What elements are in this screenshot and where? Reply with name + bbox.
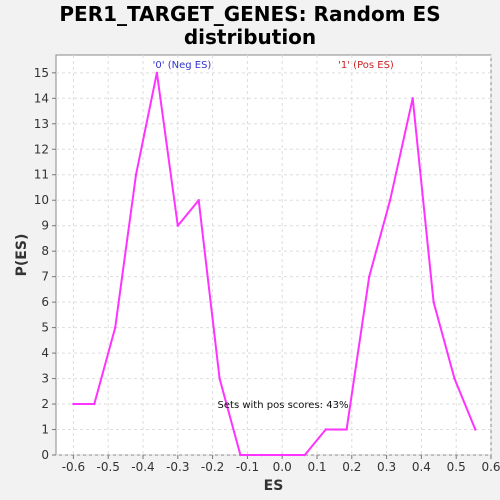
y-tick-label: 5 xyxy=(41,321,49,335)
y-tick-label: 0 xyxy=(41,448,49,462)
data-point xyxy=(345,428,348,431)
neg-es-label: '0' (Neg ES) xyxy=(153,60,212,71)
data-point xyxy=(260,453,263,457)
y-tick-label: 13 xyxy=(34,117,49,131)
data-point xyxy=(155,71,159,75)
data-point xyxy=(411,97,414,100)
x-tick-label: -0.2 xyxy=(201,460,224,474)
chart-title-line-1: PER1_TARGET_GENES: Random ES xyxy=(59,2,440,26)
x-tick-label: -0.1 xyxy=(236,460,259,474)
data-point xyxy=(134,173,138,176)
y-tick-label: 1 xyxy=(41,423,49,437)
y-tick-label: 12 xyxy=(34,142,49,156)
data-point xyxy=(176,224,179,227)
data-point xyxy=(114,326,117,329)
data-point xyxy=(239,453,242,457)
y-tick-label: 4 xyxy=(41,346,49,360)
data-point xyxy=(197,199,200,202)
data-point xyxy=(72,402,75,406)
x-tick-label: -0.4 xyxy=(131,460,154,474)
x-axis-label: ES xyxy=(264,478,284,494)
x-tick-label: 0.5 xyxy=(447,460,466,474)
plot-area xyxy=(55,54,492,456)
data-point xyxy=(474,428,477,431)
x-tick-label: -0.3 xyxy=(166,460,189,474)
data-point xyxy=(218,377,221,380)
series-layer xyxy=(72,71,477,457)
y-tick-label: 10 xyxy=(34,193,49,207)
y-axis-label: P(ES) xyxy=(14,234,30,277)
data-point xyxy=(388,199,392,202)
y-tick-label: 3 xyxy=(41,372,49,386)
x-tick-label: -0.5 xyxy=(96,460,119,474)
es-distribution-line xyxy=(73,71,477,456)
y-tick-label: 9 xyxy=(41,219,49,233)
pos-es-label: '1' (Pos ES) xyxy=(338,60,394,71)
y-tick-label: 11 xyxy=(34,168,49,182)
data-point xyxy=(281,453,284,457)
x-tick-label: 0.3 xyxy=(377,460,396,474)
data-point xyxy=(324,428,327,431)
data-point xyxy=(453,377,456,380)
x-tick-label: 0.4 xyxy=(412,460,431,474)
pos-score-note: Sets with pos scores: 43% xyxy=(218,400,349,411)
data-point xyxy=(303,453,306,457)
y-tick-label: 8 xyxy=(41,244,49,258)
x-tick-label: 0.1 xyxy=(307,460,326,474)
axes: -0.6 -0.5 -0.4 -0.3 -0.2 -0.1 0.0 0.1 0.2 0.3 0.4 0… xyxy=(34,66,500,474)
y-tick-label: 14 xyxy=(34,91,49,105)
x-tick-label: 0.2 xyxy=(342,460,361,474)
data-point xyxy=(93,402,96,406)
y-tick-label: 15 xyxy=(34,66,49,80)
y-tick-label: 2 xyxy=(41,397,49,411)
data-point xyxy=(368,275,371,278)
chart-title-line-2: distribution xyxy=(184,25,316,49)
y-tick-label: 7 xyxy=(41,270,49,284)
x-tick-label: 0.6 xyxy=(481,460,500,474)
data-point xyxy=(432,300,435,304)
x-tick-label: -0.6 xyxy=(62,460,85,474)
x-tick-label: 0.0 xyxy=(273,460,292,474)
y-tick-label: 6 xyxy=(41,295,49,309)
